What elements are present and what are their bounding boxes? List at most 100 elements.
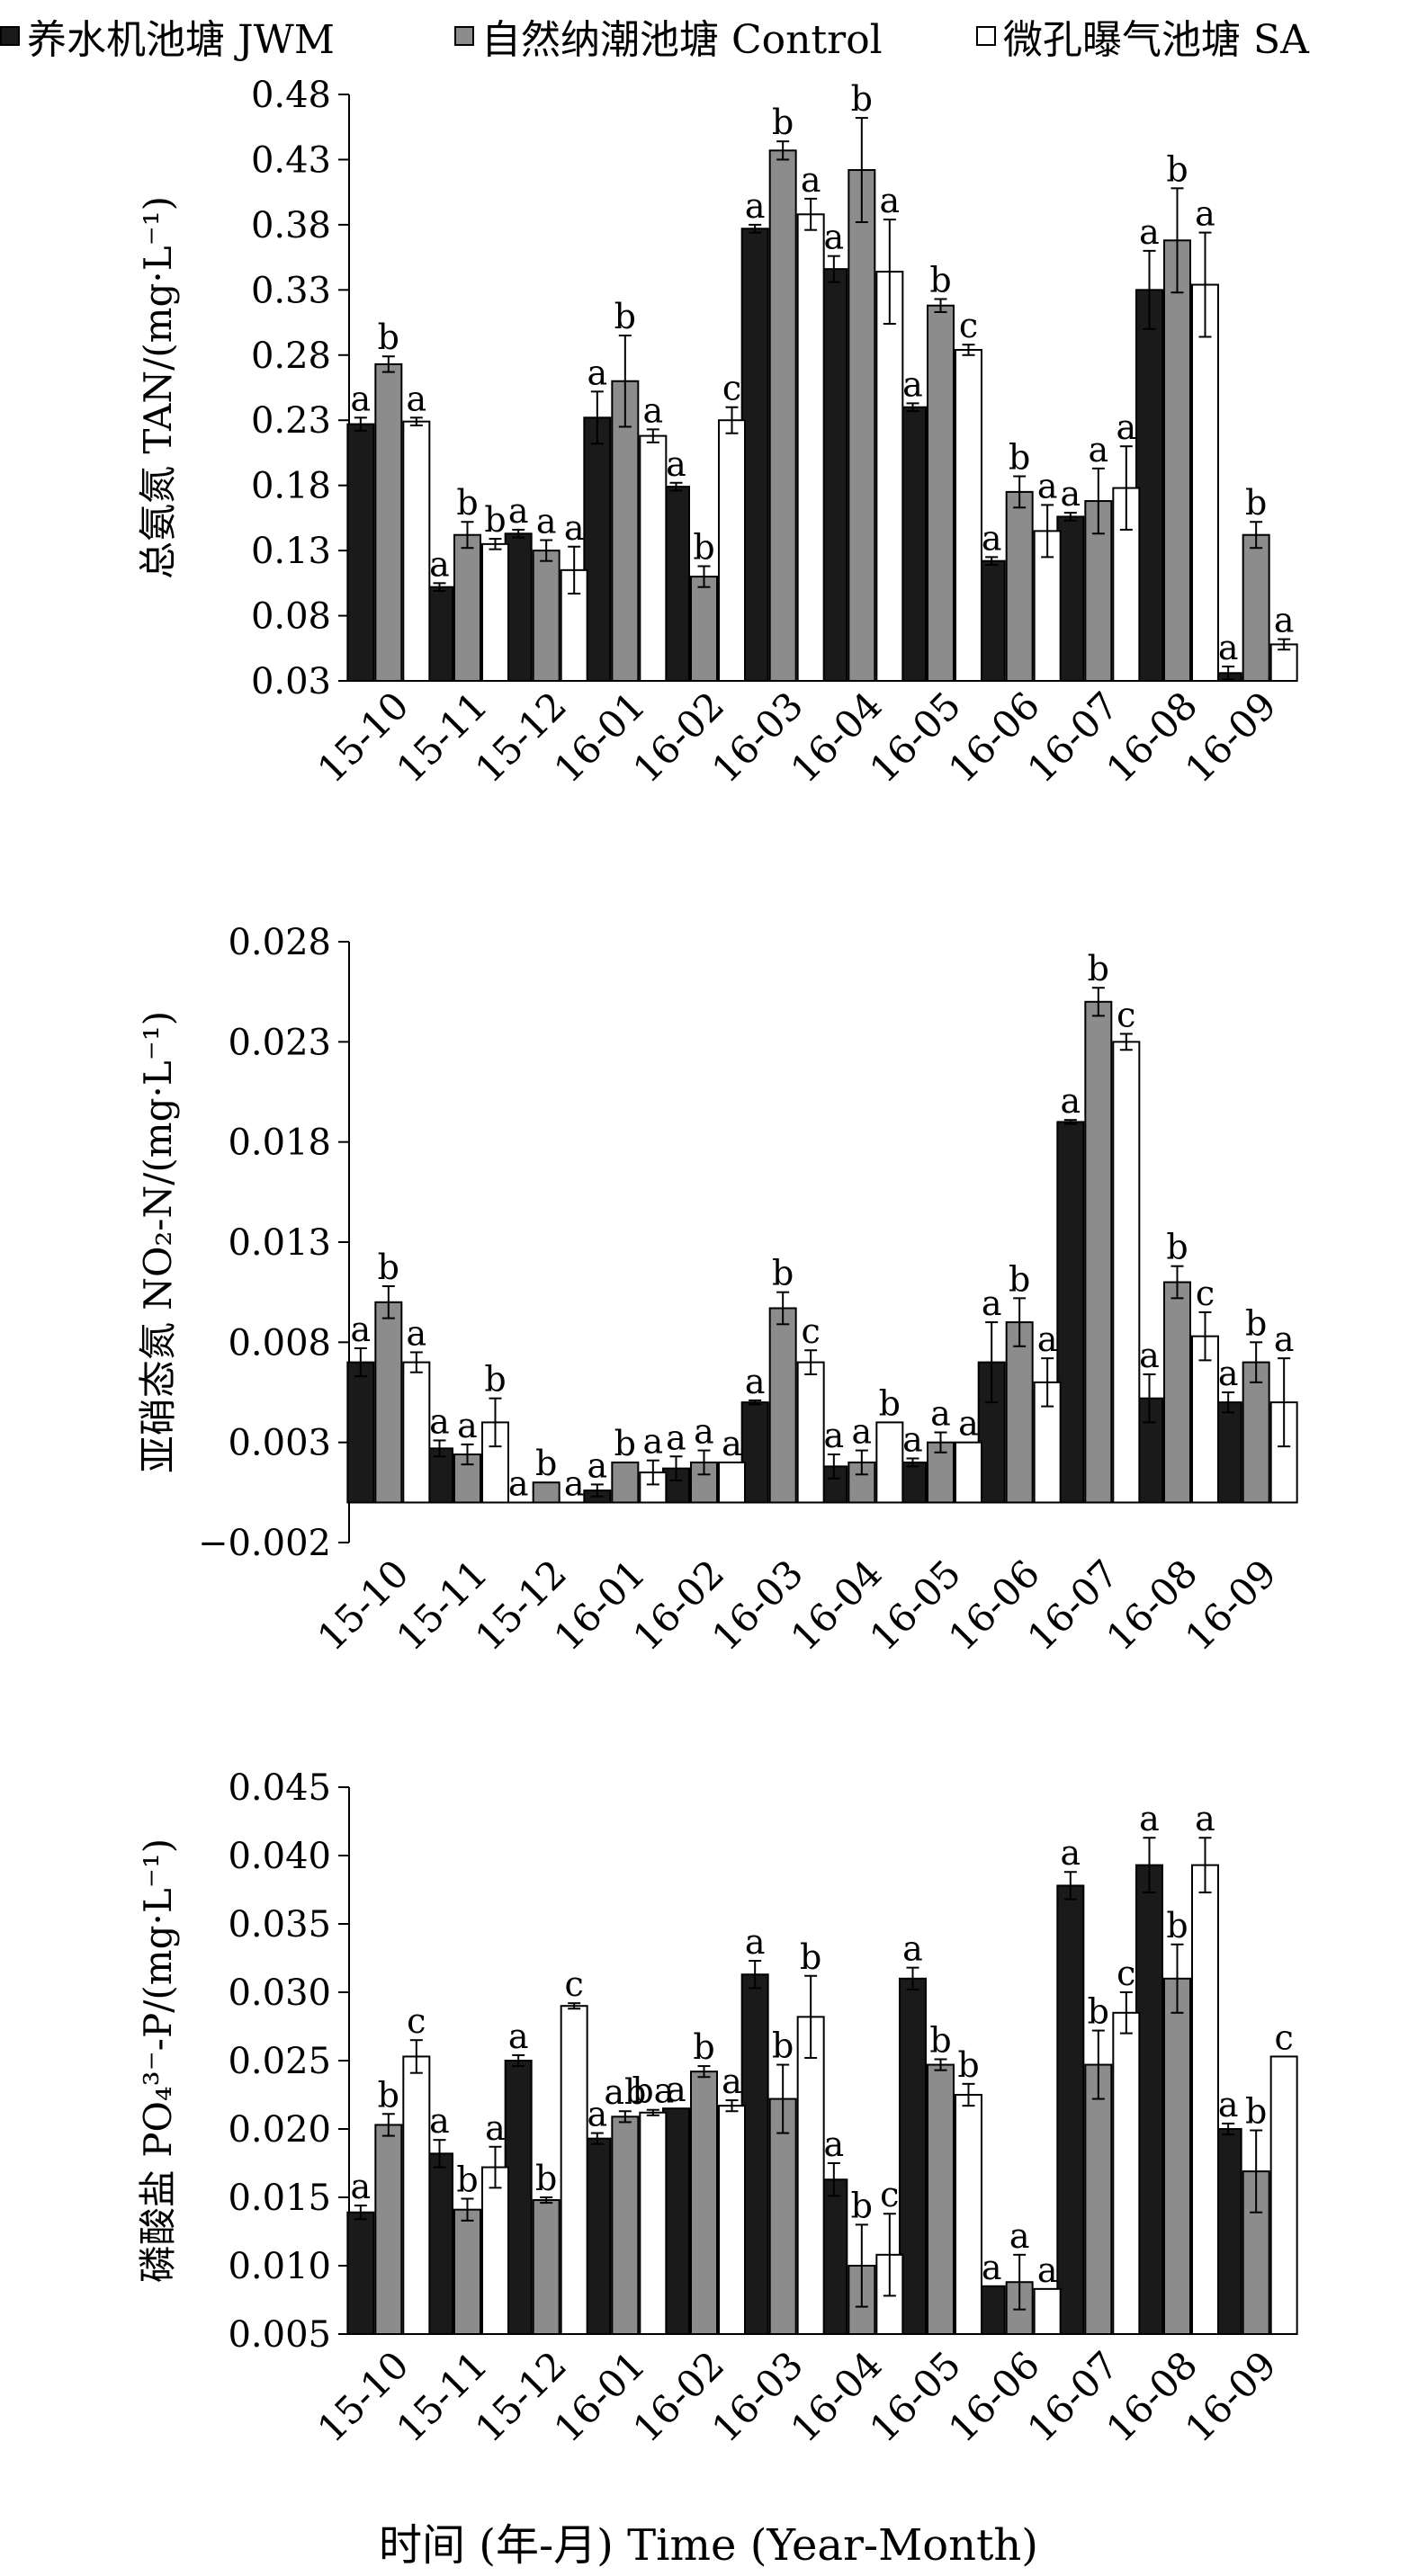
chart1-y-tick-label: 0.48 — [251, 75, 331, 116]
legend-item-sa: 微孔曝气池塘 SA — [976, 7, 1309, 65]
chart3-bar-16-09-s1 — [1214, 2128, 1242, 2335]
chart1-significance-label: a — [902, 364, 923, 404]
chart1-significance-label: a — [587, 353, 608, 392]
chart1-bar-16-08-s2 — [1163, 239, 1191, 682]
chart3-significance-label: c — [407, 2001, 426, 2041]
chart2-y-tick-label: 0.023 — [228, 1022, 331, 1063]
chart2-bar-15-10-s1 — [346, 1361, 375, 1504]
chart2-category-label: 16-01 — [545, 1552, 653, 1659]
chart2-category-label: 16-03 — [704, 1552, 812, 1659]
legend-swatch-control — [454, 26, 474, 46]
chart3-significance-label: b — [693, 2027, 714, 2067]
chart3-bar-15-12-s3 — [560, 2005, 588, 2335]
chart3-y-tick-label: 0.045 — [228, 1767, 331, 1809]
chart3-significance-label: a — [1037, 2250, 1058, 2290]
chart3-y-tick-label: 0.010 — [228, 2246, 331, 2287]
chart3-significance-label: a — [1218, 2085, 1239, 2124]
chart3-significance-label: a — [722, 2062, 742, 2101]
chart1-bar-16-01-s3 — [639, 434, 668, 682]
chart1-significance-label: b — [1245, 483, 1267, 523]
chart1-bar-16-08-s3 — [1191, 283, 1219, 682]
chart3-significance-label: a — [1009, 2216, 1030, 2256]
chart3-bar-16-07-s3 — [1112, 2011, 1141, 2336]
chart1-category-label: 15-11 — [388, 684, 496, 792]
chart1-significance-label: a — [1089, 430, 1109, 470]
chart1-significance-label: a — [1117, 407, 1137, 447]
chart1-bar-16-07-s1 — [1056, 515, 1085, 682]
chart2-category-label: 16-08 — [1098, 1552, 1206, 1659]
chart1-significance-label: a — [536, 502, 557, 541]
chart1-bar-16-03-s2 — [768, 149, 797, 682]
chart3-significance-label: a — [1061, 1833, 1081, 1873]
chart1-bar-15-12-s1 — [504, 532, 533, 683]
chart1-bar-15-11-s3 — [481, 542, 509, 682]
chart3-significance-label: a — [485, 2108, 506, 2148]
chart2-bar-16-07-s2 — [1084, 1000, 1113, 1504]
chart1-significance-label: a — [643, 390, 664, 430]
chart2-significance-label: a — [745, 1362, 766, 1401]
chart3-bar-15-12-s1 — [504, 2060, 533, 2335]
chart3-bar-15-10-s3 — [402, 2055, 431, 2335]
legend-label-control: 自然纳潮池塘 Control — [481, 17, 883, 63]
chart2-significance-label: a — [508, 1463, 529, 1503]
chart2-significance-label: a — [1061, 1081, 1081, 1121]
chart1-bar-16-03-s1 — [740, 228, 769, 682]
chart1-bar-16-01-s2 — [611, 380, 640, 682]
chart3-bar-16-03-s3 — [796, 2016, 825, 2336]
chart2-category-label: 16-09 — [1177, 1552, 1285, 1659]
chart2-bar-16-05-s1 — [899, 1461, 927, 1504]
chart3-significance-label: a — [745, 1922, 766, 1962]
chart2-bar-16-05-s3 — [955, 1441, 982, 1504]
chart1-bar-15-11-s1 — [426, 586, 453, 682]
chart3-y-tick-label: 0.030 — [228, 1972, 331, 2014]
chart2-significance-label: a — [564, 1463, 585, 1503]
chart2-significance-label: a — [1218, 1354, 1239, 1393]
chart2-y-tick-label: 0.008 — [228, 1322, 331, 1364]
chart2-bar-16-01-s2 — [611, 1461, 640, 1504]
chart1-bar-16-05-s1 — [899, 406, 927, 682]
chart3-bar-16-03-s1 — [740, 1973, 769, 2335]
chart3-y-tick-label: 0.005 — [228, 2314, 331, 2356]
chart1-y-tick-label: 0.18 — [251, 466, 331, 507]
chart3-category-label: 16-01 — [545, 2343, 653, 2451]
chart2-category-label: 16-05 — [861, 1552, 969, 1659]
chart2-y-tick-label: 0.003 — [228, 1423, 331, 1464]
chart2-significance-label: a — [982, 1284, 1002, 1323]
chart3-category-label: 16-07 — [1018, 2343, 1126, 2451]
chart3-category-label: 16-03 — [704, 2343, 812, 2451]
chart1-category-label: 16-04 — [782, 684, 890, 792]
chart3-bar-15-10-s1 — [346, 2211, 375, 2335]
chart3-bar-16-02-s2 — [690, 2071, 718, 2335]
chart3-category-label: 15-12 — [467, 2343, 575, 2451]
chart3-significance-label: c — [1275, 2017, 1294, 2057]
chart2-significance-label: b — [1009, 1259, 1030, 1299]
chart2-bar-15-10-s3 — [402, 1361, 431, 1504]
chart1-bar-15-10-s1 — [346, 423, 375, 682]
chart2-significance-label: a — [722, 1424, 742, 1463]
chart1-bar-16-04-s3 — [875, 271, 904, 682]
chart1-y-tick-label: 0.13 — [251, 531, 331, 572]
chart3-significance-label: b — [1088, 1992, 1109, 2032]
chart1-bar-16-06-s2 — [1005, 490, 1034, 683]
chart2-significance-label: b — [1166, 1228, 1188, 1267]
chart2-significance-label: b — [1245, 1303, 1267, 1343]
chart2-significance-label: a — [852, 1412, 873, 1452]
chart2-bar-16-03-s1 — [740, 1401, 769, 1504]
legend-swatch-sa — [976, 26, 996, 46]
chart3-bar-16-01-s3 — [639, 2111, 668, 2336]
chart3-bar-15-11-s3 — [481, 2166, 509, 2336]
chart2-significance-label: b — [484, 1360, 506, 1400]
chart2-y-axis-title: 亚硝态氮 NO₂-N/(mg·L⁻¹) — [136, 1011, 180, 1473]
chart3-category-label: 16-05 — [861, 2343, 969, 2451]
chart1-y-tick-label: 0.38 — [251, 205, 331, 246]
chart2-bar-15-12-s2 — [532, 1481, 561, 1504]
chart1-significance-label: a — [801, 160, 821, 200]
chart1-bar-16-02-s2 — [690, 576, 718, 682]
chart3-bar-16-09-s3 — [1269, 2055, 1298, 2335]
chart3-significance-label: a — [824, 2124, 845, 2164]
legend: 养水机池塘 JWM 自然纳潮池塘 Control 微孔曝气池塘 SA — [0, 0, 1417, 63]
chart1-category-label: 16-06 — [940, 684, 1048, 792]
chart1-significance-label: a — [1139, 212, 1160, 252]
chart3-bar-16-08-s2 — [1163, 1977, 1191, 2336]
